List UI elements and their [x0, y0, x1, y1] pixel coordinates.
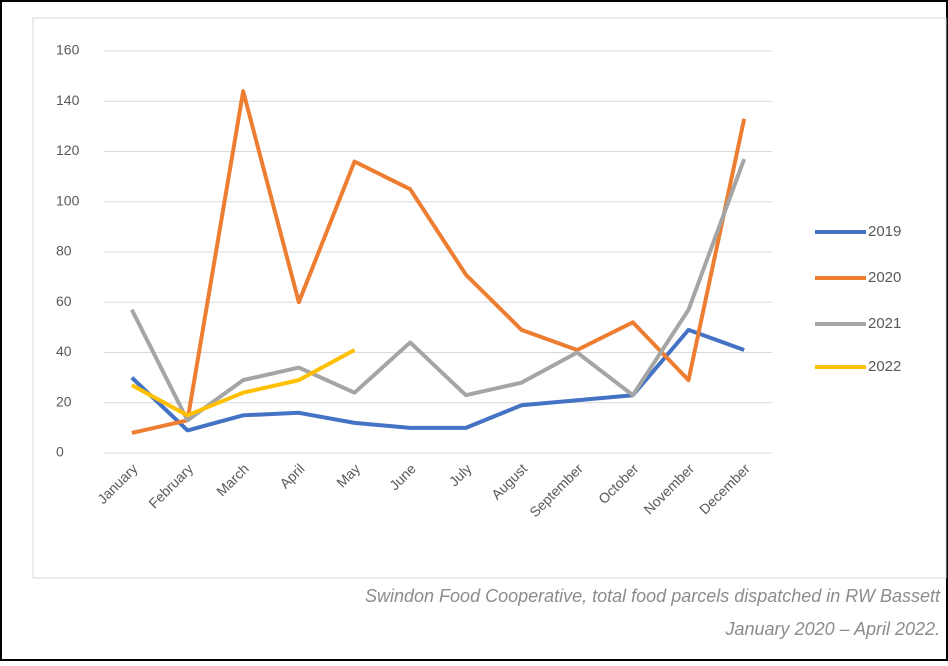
series-line — [130, 348, 356, 418]
y-tick-label: 160 — [56, 42, 80, 58]
x-tick-label: May — [333, 460, 363, 490]
x-tick-label: February — [145, 460, 196, 511]
x-tick-label: August — [488, 460, 530, 502]
legend-label: 2020 — [868, 269, 901, 286]
x-tick-label: November — [640, 460, 697, 517]
x-tick-label: September — [526, 460, 586, 520]
caption: Swindon Food Cooperative, total food par… — [365, 586, 941, 606]
y-tick-label: 20 — [56, 393, 72, 409]
x-tick-label: December — [696, 460, 753, 517]
series-line — [131, 89, 747, 435]
y-tick-label: 120 — [56, 142, 80, 158]
y-tick-label: 140 — [56, 92, 80, 108]
x-tick-label: April — [276, 460, 307, 491]
y-tick-label: 40 — [56, 343, 72, 359]
x-tick-label: January — [94, 460, 141, 507]
x-tick-label: July — [446, 460, 475, 489]
y-tick-label: 100 — [56, 192, 80, 208]
y-tick-label: 80 — [56, 243, 72, 259]
y-tick-label: 0 — [56, 444, 64, 460]
series-line — [130, 158, 747, 423]
x-tick-label: March — [213, 460, 252, 499]
caption: January 2020 – April 2022. — [725, 619, 940, 639]
legend-label: 2022 — [868, 358, 901, 375]
y-tick-label: 60 — [56, 293, 72, 309]
x-tick-label: June — [386, 460, 419, 493]
legend-label: 2021 — [868, 315, 901, 332]
chart-area — [32, 17, 947, 579]
x-tick-label: October — [595, 460, 642, 507]
legend-label: 2019 — [868, 223, 901, 240]
